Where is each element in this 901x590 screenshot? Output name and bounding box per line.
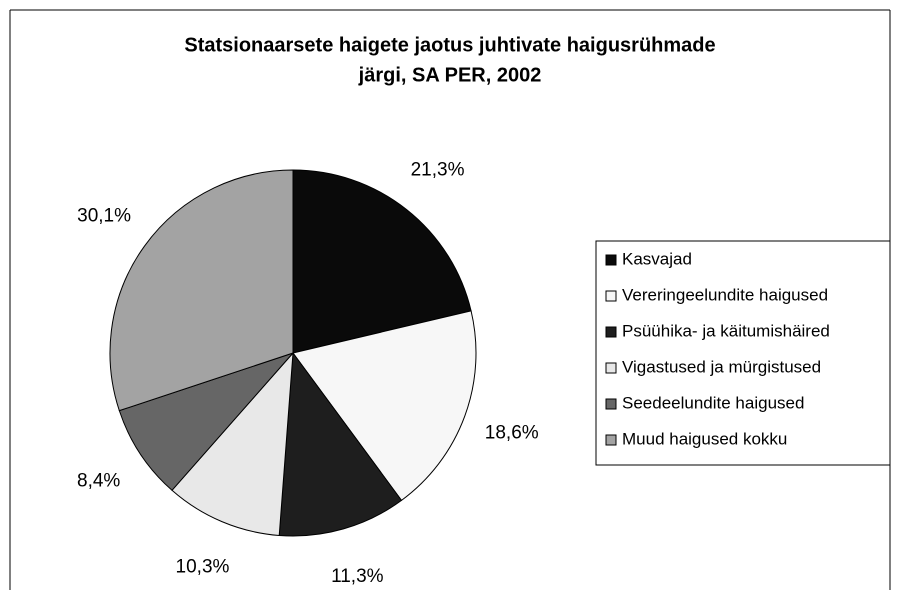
legend-label: Kasvajad: [622, 249, 692, 268]
data-label: 8,4%: [77, 471, 120, 492]
legend-label: Psüühika- ja käitumishäired: [622, 321, 830, 340]
legend-swatch: [605, 290, 617, 302]
legend-swatch: [605, 326, 617, 338]
pie-slice: [292, 169, 472, 354]
legend-swatch: [605, 434, 617, 446]
legend-swatch: [605, 398, 617, 410]
data-label: 21,3%: [411, 159, 465, 180]
data-label: 18,6%: [485, 422, 539, 443]
data-label: 30,1%: [77, 206, 131, 227]
legend-label: Seedeelundite haigused: [622, 393, 804, 412]
pie-slice: [292, 310, 477, 502]
pie-slice: [278, 351, 403, 537]
legend-swatch: [605, 362, 617, 374]
legend-swatch: [605, 254, 617, 266]
legend-label: Muud haigused kokku: [622, 429, 787, 448]
legend-label: Vereringeelundite haigused: [622, 285, 828, 304]
legend-label: Vigastused ja mürgistused: [622, 357, 821, 376]
chart-title: järgi, SA PER, 2002: [358, 64, 542, 86]
data-label: 11,3%: [331, 566, 384, 587]
data-label: 10,3%: [176, 557, 230, 578]
pie-slice: [109, 169, 294, 412]
chart-title: Statsionaarsete haigete jaotus juhtivate…: [184, 34, 715, 56]
pie-slice: [171, 351, 294, 537]
legend-box: [595, 240, 891, 466]
pie-slice: [118, 351, 295, 491]
